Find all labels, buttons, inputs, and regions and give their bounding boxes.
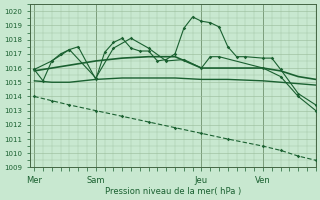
X-axis label: Pression niveau de la mer( hPa ): Pression niveau de la mer( hPa ) [105,187,241,196]
